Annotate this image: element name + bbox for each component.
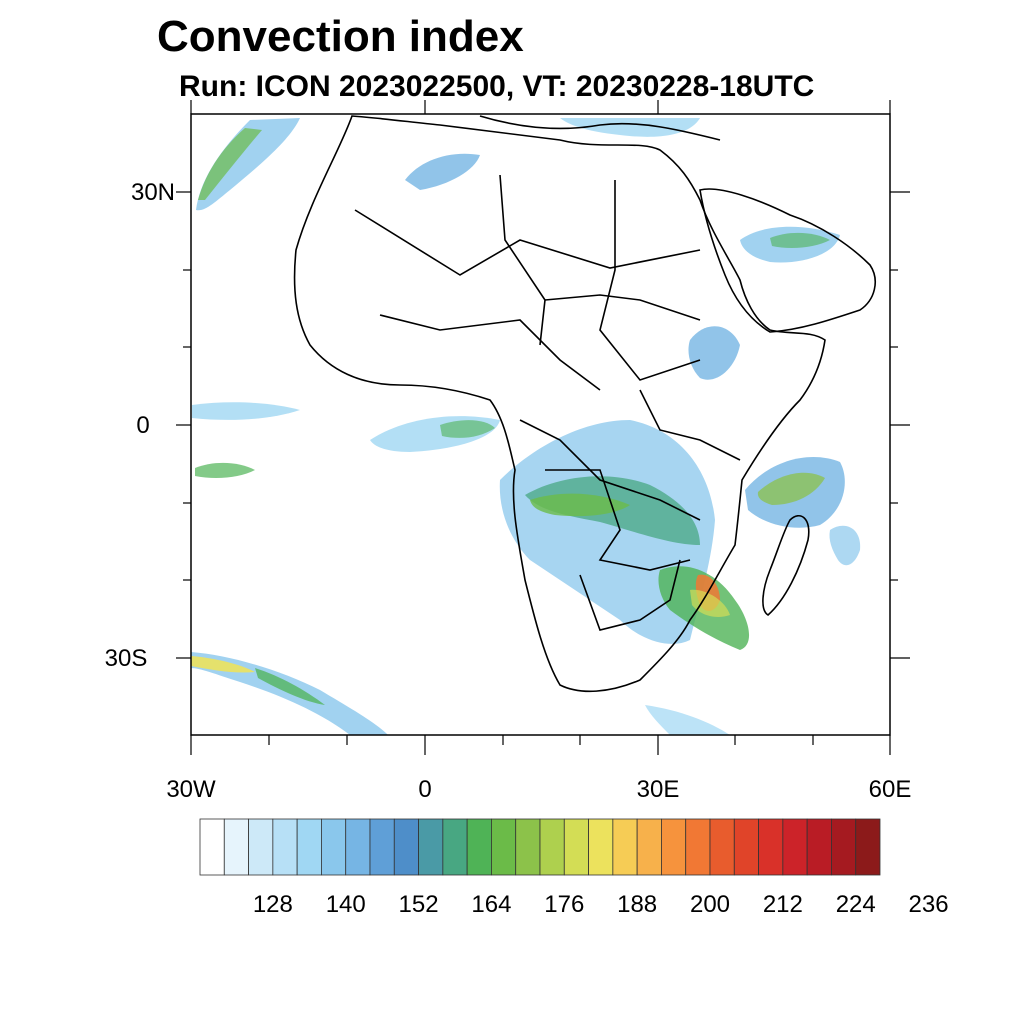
- colorbar-swatch: [782, 818, 808, 876]
- colorbar-swatch: [636, 818, 662, 876]
- colorbar-swatch: [223, 818, 249, 876]
- field-ethiopia: [688, 326, 740, 380]
- colorbar-label: 140: [326, 891, 366, 918]
- colorbar-swatch: [588, 818, 614, 876]
- colorbar-swatch: [199, 818, 225, 876]
- field-madagascar-core: [757, 472, 825, 505]
- colorbar-swatch: [806, 818, 832, 876]
- field-mozambique-warm: [690, 589, 730, 617]
- colorbar-swatch: [612, 818, 638, 876]
- field-nw-atlantic-core: [198, 128, 262, 200]
- border-4: [379, 314, 601, 391]
- colorbar-label: 236: [909, 891, 949, 918]
- lat-label-30s: 30S: [105, 645, 148, 672]
- border-8: [639, 389, 741, 461]
- border-7: [579, 559, 681, 631]
- colorbar-swatch: [709, 818, 735, 876]
- lon-label-30e: 30E: [637, 776, 680, 803]
- convection-field: [191, 118, 861, 735]
- colorbar-labels: 128 140 152 164 176 188 200 212 224 236: [253, 891, 949, 918]
- field-algeria: [405, 153, 480, 190]
- border-1: [354, 209, 701, 276]
- border-6: [545, 469, 691, 571]
- colorbar-swatch: [515, 818, 541, 876]
- lon-label-60e: 60E: [869, 776, 912, 803]
- field-southern-ocean: [645, 705, 730, 735]
- map-frame: [190, 113, 891, 736]
- colorbar-swatch: [466, 818, 492, 876]
- border-3: [599, 180, 701, 381]
- africa-coastline: [293, 115, 826, 693]
- field-south-atlantic-mid: [255, 668, 325, 705]
- colorbar: [199, 818, 881, 876]
- colorbar-swatch: [733, 818, 759, 876]
- colorbar-swatch: [369, 818, 395, 876]
- field-med-east: [560, 118, 700, 137]
- field-atlantic-eq: [192, 402, 300, 420]
- madagascar-coastline: [762, 515, 810, 616]
- colorbar-label: 152: [399, 891, 439, 918]
- lat-label-0: 0: [136, 412, 149, 439]
- colorbar-swatch: [758, 818, 784, 876]
- colorbar-swatch: [321, 818, 347, 876]
- colorbar-swatch: [539, 818, 565, 876]
- colorbar-swatch: [272, 818, 298, 876]
- field-indian-ocean-s: [829, 525, 861, 566]
- colorbar-label: 224: [836, 891, 876, 918]
- colorbar-label: 212: [763, 891, 803, 918]
- colorbar-swatch: [563, 818, 589, 876]
- field-nw-atlantic: [196, 118, 300, 211]
- colorbar-label: 164: [471, 891, 511, 918]
- colorbar-swatch: [418, 818, 444, 876]
- lon-label-0: 0: [418, 776, 431, 803]
- field-south-atlantic-core: [191, 656, 255, 673]
- page-subtitle: Run: ICON 2023022500, VT: 20230228-18UTC: [179, 70, 815, 103]
- coastlines: [293, 115, 876, 693]
- border-2: [499, 174, 546, 346]
- arabia-coastline: [699, 188, 876, 333]
- colorbar-label: 188: [617, 891, 657, 918]
- colorbar-swatch: [685, 818, 711, 876]
- colorbar-swatch: [296, 818, 322, 876]
- colorbar-label: 200: [690, 891, 730, 918]
- colorbar-label: 128: [253, 891, 293, 918]
- colorbar-swatch: [248, 818, 274, 876]
- colorbar-swatch: [855, 818, 881, 876]
- colorbar-swatch: [491, 818, 517, 876]
- axis-ticks: [176, 100, 910, 755]
- colorbar-swatch: [831, 818, 857, 876]
- field-atlantic-eq2: [195, 462, 255, 478]
- colorbar-swatch: [345, 818, 371, 876]
- colorbar-swatch: [661, 818, 687, 876]
- field-zambia-core: [530, 493, 630, 517]
- lon-label-30w: 30W: [166, 776, 216, 803]
- field-arabia-core: [770, 232, 830, 248]
- colorbar-swatch: [393, 818, 419, 876]
- lat-label-30n: 30N: [131, 179, 175, 206]
- colorbar-swatch: [442, 818, 468, 876]
- page-title: Convection index: [157, 12, 524, 61]
- border-5: [519, 419, 701, 521]
- colorbar-label: 176: [544, 891, 584, 918]
- med-north-coast: [479, 115, 721, 141]
- border-9: [544, 294, 701, 321]
- field-gulf-guinea-core: [440, 420, 495, 438]
